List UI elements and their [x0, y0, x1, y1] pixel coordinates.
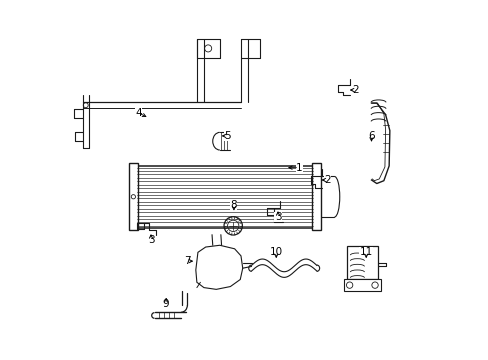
Bar [343, 279, 380, 291]
Text: 4: 4 [135, 108, 142, 118]
Bar [137, 166, 313, 228]
Text: 7: 7 [183, 256, 190, 266]
Text: 2: 2 [324, 175, 330, 185]
Bar [312, 163, 321, 230]
Text: 10: 10 [269, 247, 282, 257]
Polygon shape [195, 245, 242, 289]
Text: 3: 3 [274, 212, 281, 222]
Text: 11: 11 [359, 247, 372, 257]
Text: 1: 1 [295, 163, 302, 173]
Text: 8: 8 [230, 200, 237, 210]
Bar [129, 163, 138, 230]
Bar [346, 246, 377, 279]
Text: 6: 6 [367, 131, 374, 141]
Text: 3: 3 [147, 235, 154, 245]
Text: 2: 2 [351, 85, 358, 95]
Text: 5: 5 [224, 131, 230, 141]
Text: 9: 9 [163, 299, 169, 309]
